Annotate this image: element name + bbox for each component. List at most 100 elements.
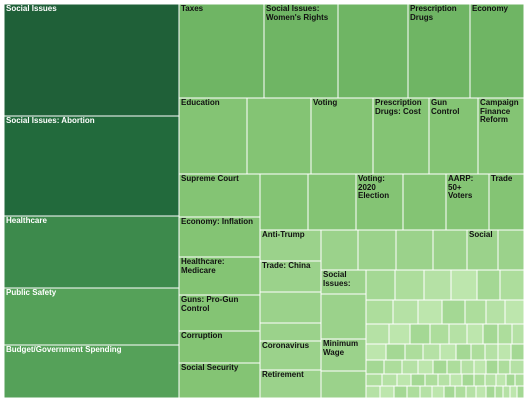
treemap-tile-small bbox=[422, 343, 441, 361]
treemap-tile-economy bbox=[469, 3, 525, 99]
treemap-tile-social-issues bbox=[3, 3, 180, 117]
treemap-label-education: Education bbox=[181, 98, 220, 107]
treemap-tile-small bbox=[505, 373, 516, 387]
treemap-tile-coronavirus bbox=[259, 340, 322, 371]
treemap-tile-small bbox=[365, 269, 396, 301]
treemap-tile-small bbox=[417, 299, 443, 325]
treemap-tile-box: Social Security bbox=[179, 363, 260, 398]
treemap-tile-small bbox=[450, 269, 478, 301]
treemap-tile-small bbox=[393, 385, 408, 399]
treemap-tile-supreme-court bbox=[178, 173, 261, 218]
treemap-label-social-security: Social Security bbox=[181, 363, 239, 372]
treemap-label-corruption: Corruption bbox=[181, 331, 223, 340]
treemap-tile-box: Taxes bbox=[179, 4, 264, 98]
treemap-tile bbox=[320, 229, 359, 271]
treemap-tile-small bbox=[502, 385, 511, 399]
treemap-tile-box: Retirement bbox=[260, 370, 321, 398]
treemap-tile-small bbox=[365, 343, 387, 361]
treemap-tile-small bbox=[365, 299, 394, 325]
treemap-tile-box: Economy bbox=[470, 4, 524, 98]
treemap-tile-small bbox=[455, 343, 472, 361]
treemap-tile-small bbox=[432, 359, 448, 375]
treemap-tile-box: Prescription Drugs: Cost bbox=[373, 98, 429, 174]
treemap-label-social: Social bbox=[469, 230, 493, 239]
treemap-tile-small bbox=[365, 359, 385, 375]
treemap-tile-small bbox=[454, 385, 467, 399]
treemap-tile-social-issues bbox=[320, 269, 367, 295]
treemap-tile-small bbox=[443, 385, 456, 399]
treemap-tile-box: Social Issues: bbox=[321, 270, 366, 294]
treemap-label-anti-trump: Anti-Trump bbox=[262, 230, 305, 239]
treemap-tile-small bbox=[419, 385, 433, 399]
treemap-tile-small bbox=[410, 373, 426, 387]
treemap-tile-campaign-finance-reform bbox=[477, 97, 525, 175]
treemap-tile-small bbox=[464, 299, 487, 325]
treemap-tile-small bbox=[497, 343, 512, 361]
treemap-tile-small bbox=[475, 385, 487, 399]
treemap-tile-small bbox=[485, 359, 499, 375]
treemap-tile-box: Voting bbox=[311, 98, 373, 174]
treemap-tile-small bbox=[417, 359, 434, 375]
treemap-tile-small bbox=[473, 373, 486, 387]
treemap-tile-small bbox=[509, 385, 518, 399]
treemap-tile-small bbox=[396, 373, 412, 387]
treemap-label-prescription-drugs: Prescription Drugs bbox=[410, 4, 457, 22]
treemap-label-aarp-50-voters: AARP: 50+ Voters bbox=[448, 174, 474, 200]
treemap-tile-small bbox=[424, 373, 439, 387]
treemap-tile-voting bbox=[310, 97, 374, 175]
treemap-tile-small bbox=[449, 373, 463, 387]
treemap-tile-small bbox=[439, 343, 457, 361]
treemap-label-retirement: Retirement bbox=[262, 370, 304, 379]
treemap-label-budget-government-spending: Budget/Government Spending bbox=[6, 345, 122, 354]
treemap-tile-small bbox=[441, 299, 466, 325]
treemap-tile-small bbox=[392, 299, 419, 325]
treemap-tile-trade-china bbox=[259, 260, 322, 293]
treemap-tile-small bbox=[485, 385, 496, 399]
treemap-tile-small bbox=[465, 385, 477, 399]
treemap-tile-small bbox=[485, 299, 506, 325]
treemap-tile-box: Social bbox=[467, 230, 498, 270]
treemap-tile-box: Prescription Drugs bbox=[408, 4, 470, 98]
treemap-tile-voting-2020-election bbox=[355, 173, 404, 231]
treemap-tile-small bbox=[429, 323, 450, 345]
treemap-tile-box: Trade bbox=[489, 174, 524, 230]
treemap-tile-small bbox=[404, 343, 424, 361]
treemap-tile bbox=[307, 173, 357, 231]
treemap-tile bbox=[337, 3, 409, 99]
treemap-tile-box: Budget/Government Spending bbox=[4, 345, 179, 398]
treemap-tile-small bbox=[365, 385, 381, 399]
treemap-tile-box: Economy: Inflation bbox=[179, 217, 260, 257]
treemap-tile bbox=[432, 229, 468, 271]
treemap-tile bbox=[259, 322, 322, 342]
treemap-tile bbox=[395, 229, 434, 271]
treemap-tile-box: Supreme Court bbox=[179, 174, 260, 217]
treemap-tile-box: Trade: China bbox=[260, 261, 321, 292]
treemap-tile-small bbox=[423, 269, 452, 301]
treemap-tile-box: Education bbox=[179, 98, 247, 174]
treemap-label-social-issues-women-s-rights: Social Issues: Women's Rights bbox=[266, 4, 329, 22]
treemap-label-gun-control: Gun Control bbox=[431, 98, 460, 116]
treemap-tile-social-issues-abortion bbox=[3, 115, 180, 217]
treemap-label-prescription-drugs-cost: Prescription Drugs: Cost bbox=[375, 98, 422, 116]
treemap-tile-small bbox=[473, 359, 487, 375]
treemap-tile-box: Campaign Finance Reform bbox=[478, 98, 524, 174]
treemap-tile-healthcare bbox=[3, 215, 180, 289]
treemap-tile-small bbox=[504, 299, 525, 325]
treemap-tile-small bbox=[365, 323, 390, 345]
treemap-label-healthcare-medicare: Healthcare: Medicare bbox=[181, 257, 225, 275]
treemap-tile-small bbox=[499, 269, 525, 301]
treemap-tile-small bbox=[385, 343, 406, 361]
treemap-tile-small bbox=[379, 385, 395, 399]
treemap-tile-small bbox=[495, 373, 507, 387]
treemap-tile-box: Social Issues: Women's Rights bbox=[264, 4, 338, 98]
treemap-tile-box: Minimum Wage bbox=[321, 339, 366, 371]
treemap-tile-small bbox=[514, 373, 525, 387]
treemap-tile-trade bbox=[488, 173, 525, 231]
treemap-tile-small bbox=[406, 385, 421, 399]
treemap-label-taxes: Taxes bbox=[181, 4, 204, 13]
treemap-tile-small bbox=[437, 373, 451, 387]
treemap-tile-small bbox=[409, 323, 431, 345]
treemap-tile-small bbox=[484, 343, 499, 361]
treemap-tile-box: Voting: 2020 Election bbox=[356, 174, 403, 230]
